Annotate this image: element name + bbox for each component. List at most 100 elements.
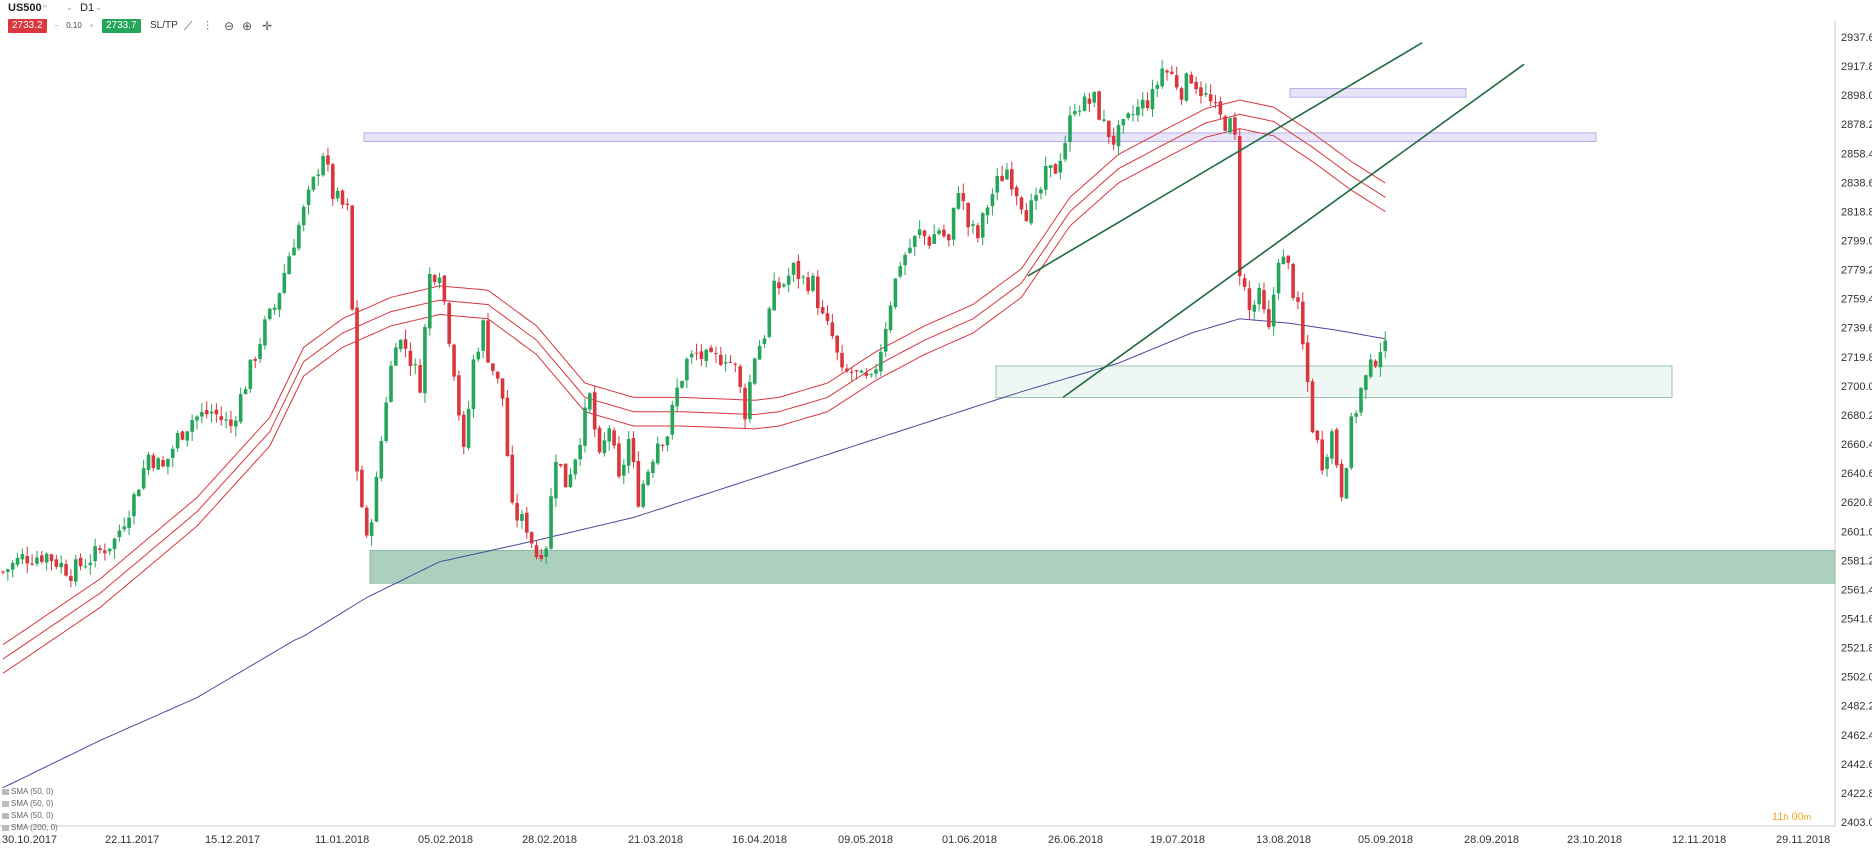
settings-icon[interactable] xyxy=(2,812,9,819)
candle-body xyxy=(849,371,854,373)
candle-body xyxy=(277,293,282,310)
lot-size-field[interactable]: − 0.10 + xyxy=(54,19,94,33)
candle-body xyxy=(1024,210,1029,222)
y-tick-label: 2858.4 xyxy=(1841,148,1872,160)
y-tick-label: 2442.6 xyxy=(1841,759,1872,771)
candle-body xyxy=(481,320,485,351)
buy-price-button[interactable]: 2733.7 xyxy=(102,19,141,33)
candle-body xyxy=(786,275,791,285)
candle-body xyxy=(1267,309,1271,328)
y-tick-label: 2660.4 xyxy=(1841,439,1872,451)
candle-body xyxy=(229,419,233,426)
candle-body xyxy=(175,433,180,449)
candle-body xyxy=(655,443,660,464)
legend-sma-200[interactable]: SMA (200, 0) xyxy=(2,823,58,832)
settings-icon[interactable] xyxy=(2,800,9,807)
candle-body xyxy=(360,469,364,508)
candle-body xyxy=(660,444,665,446)
candle-body xyxy=(355,307,359,472)
candle-body xyxy=(932,234,936,244)
candle-body xyxy=(64,564,68,576)
legend-sma-1[interactable]: SMA (50, 0) xyxy=(2,787,53,796)
y-tick-label: 2482.2 xyxy=(1841,701,1872,713)
settings-icon[interactable] xyxy=(2,788,9,795)
candle-body xyxy=(398,339,403,350)
sma-envelope-mid xyxy=(2,113,1386,660)
settings-icon[interactable] xyxy=(2,824,9,831)
y-tick-label: 2937.6 xyxy=(1841,32,1872,44)
timeframe-label[interactable]: D1 xyxy=(80,2,95,14)
crosshair-icon[interactable]: ✛ xyxy=(262,19,273,33)
candle-body xyxy=(612,430,616,446)
legend-sma-2[interactable]: SMA (50, 0) xyxy=(2,799,53,808)
sma-envelope-upper xyxy=(2,99,1386,646)
candle-body xyxy=(1126,113,1130,118)
candle-body xyxy=(757,345,762,360)
x-tick-label: 23.10.2018 xyxy=(1567,834,1622,846)
legend-sma-3[interactable]: SMA (50, 0) xyxy=(2,811,53,820)
candle-body xyxy=(767,308,772,337)
candle-body xyxy=(44,553,49,563)
candle-body xyxy=(1305,342,1310,383)
candle-body xyxy=(1228,118,1232,133)
candle-body xyxy=(1194,81,1198,90)
candle-body xyxy=(379,441,384,479)
candle-body xyxy=(49,554,54,562)
sell-price-button[interactable]: 2733.2 xyxy=(8,19,47,33)
candle-body xyxy=(651,461,655,474)
line-chart-icon[interactable]: ⟋ xyxy=(184,19,193,33)
candle-body xyxy=(1170,71,1174,74)
candle-body xyxy=(1344,468,1349,499)
zoom-in-icon[interactable]: ⊕ xyxy=(242,19,253,33)
candle-body xyxy=(141,468,146,489)
y-tick-label: 2561.4 xyxy=(1841,584,1872,596)
candle-body xyxy=(723,362,728,364)
candle-body xyxy=(1286,255,1291,263)
candle-body xyxy=(825,313,830,321)
candle-body xyxy=(486,320,490,363)
x-tick-label: 28.02.2018 xyxy=(522,834,577,846)
candle-body xyxy=(1165,70,1169,73)
candle-body xyxy=(995,175,1000,193)
candle-body xyxy=(1271,294,1276,327)
x-tick-label: 09.05.2018 xyxy=(838,834,893,846)
candle-body xyxy=(1330,431,1334,459)
candle-body xyxy=(1063,143,1067,160)
candle-body xyxy=(985,207,990,216)
symbol-dropdown-icon[interactable]: ⌄ xyxy=(66,3,73,12)
bar-chart-icon[interactable]: ⫶ xyxy=(206,19,210,33)
candle-body xyxy=(83,566,88,568)
minus-icon[interactable]: − xyxy=(54,21,59,30)
candle-body xyxy=(185,431,190,441)
candle-body xyxy=(646,471,650,485)
candle-body xyxy=(510,454,515,503)
zone-light-green xyxy=(995,365,1673,398)
candle-body xyxy=(796,260,801,279)
candle-body xyxy=(1310,381,1315,433)
candle-body xyxy=(927,236,932,246)
candle-body xyxy=(331,164,335,199)
zoom-out-icon[interactable]: ⊖ xyxy=(224,19,235,33)
candle-body xyxy=(835,335,839,353)
upper-channel-line xyxy=(1027,42,1423,277)
chart-toolbar: US500 ∞ ⌄ D1 ⌄ 2733.2 − 0.10 + 2733.7 SL… xyxy=(0,0,1500,38)
sltp-button[interactable]: SL/TP xyxy=(150,20,178,31)
timeframe-dropdown-icon[interactable]: ⌄ xyxy=(95,3,102,12)
candle-body xyxy=(937,230,941,234)
candle-body xyxy=(10,562,15,570)
candle-body xyxy=(442,275,447,302)
candle-body xyxy=(1014,187,1019,197)
candle-body xyxy=(1252,304,1257,312)
symbol-label[interactable]: US500 xyxy=(8,2,42,14)
candle-body xyxy=(665,436,670,446)
candle-body xyxy=(680,381,684,388)
candle-body xyxy=(1102,119,1106,121)
candle-body xyxy=(806,277,810,292)
candle-body xyxy=(292,247,296,256)
candle-body xyxy=(1136,106,1140,116)
plus-icon[interactable]: + xyxy=(89,21,94,30)
candle-body xyxy=(626,439,631,466)
y-tick-label: 2917.8 xyxy=(1841,61,1872,73)
candle-body xyxy=(1092,91,1097,103)
